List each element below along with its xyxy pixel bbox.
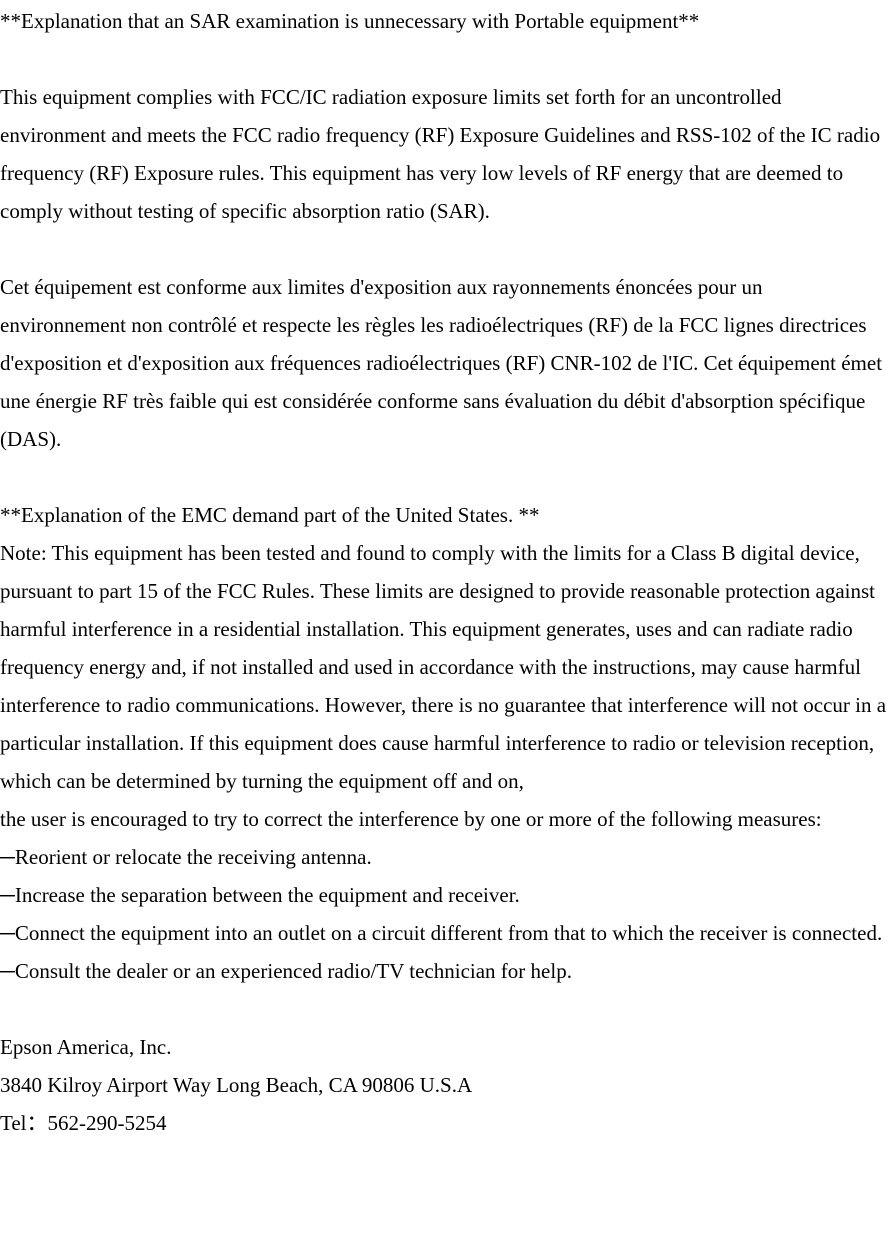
section2-paragraph-a: Note: This equipment has been tested and… (0, 534, 889, 800)
section1-heading: **Explanation that an SAR examination is… (0, 2, 889, 40)
spacer (0, 230, 889, 268)
measure-2: ─Increase the separation between the equ… (0, 876, 889, 914)
measure-4: ─Consult the dealer or an experienced ra… (0, 952, 889, 990)
measure-1: ─Reorient or relocate the receiving ante… (0, 838, 889, 876)
footer-tel: Tel：562-290-5254 (0, 1104, 889, 1142)
section2-heading: **Explanation of the EMC demand part of … (0, 496, 889, 534)
spacer (0, 40, 889, 78)
footer-company: Epson America, Inc. (0, 1028, 889, 1066)
section2-paragraph-b: the user is encouraged to try to correct… (0, 800, 889, 838)
section1-paragraph-french: Cet équipement est conforme aux limites … (0, 268, 889, 458)
document-page: **Explanation that an SAR examination is… (0, 0, 889, 1142)
footer-address: 3840 Kilroy Airport Way Long Beach, CA 9… (0, 1066, 889, 1104)
spacer (0, 990, 889, 1028)
spacer (0, 458, 889, 496)
section1-paragraph-english: This equipment complies with FCC/IC radi… (0, 78, 889, 230)
measure-3: ─Connect the equipment into an outlet on… (0, 914, 889, 952)
